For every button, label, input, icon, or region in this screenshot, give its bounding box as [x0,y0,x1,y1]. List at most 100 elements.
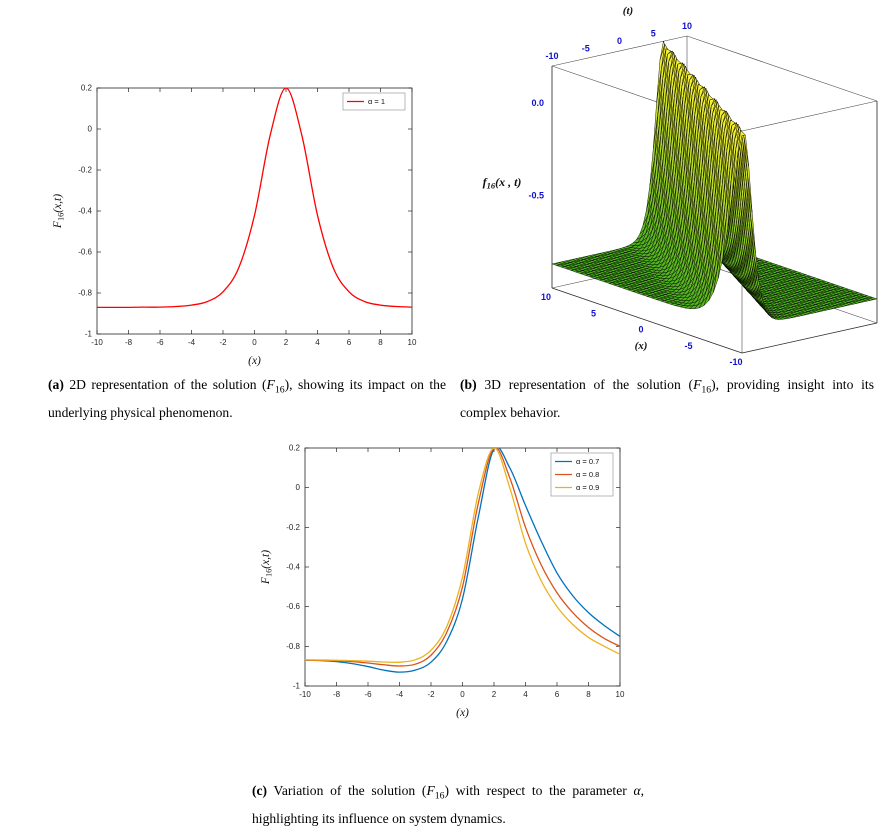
svg-text:(x): (x) [635,340,648,352]
x-axis-label: (x) [248,355,261,367]
caption-segment: 3D representation of the solution ( [476,377,694,392]
legend-entry-label: α = 1 [368,97,385,106]
svg-text:10: 10 [616,690,625,699]
x-axis-label: (x) [456,707,469,719]
caption-segment: 16 [701,384,712,396]
svg-text:5: 5 [651,29,656,39]
caption-segment: ), showing its impact on the underlying … [48,377,446,421]
svg-text:-0.8: -0.8 [78,289,92,298]
tick-labels: -10 -8 -6 -4 -2 0 2 4 6 8 10 0.2 0 -0.2 -0.4 -0.6 -0.8 -1 [286,444,625,700]
series-line-α = 1 [97,88,412,309]
svg-text:-0.6: -0.6 [78,248,92,257]
svg-text:0: 0 [296,483,301,492]
chart-c-svg: -10 -8 -6 -4 -2 0 2 4 6 8 100.20-0.2-0.4-0.6-0.8-1… [260,444,625,720]
caption-segment: (b) [460,377,477,392]
svg-text:-0.2: -0.2 [286,523,300,532]
svg-text:0.2: 0.2 [81,84,93,93]
legend: α = 1 [342,92,406,111]
svg-text:2: 2 [284,338,289,347]
svg-text:10: 10 [541,292,551,302]
caption-segment: α [633,783,641,798]
chart-b-svg: 10 5 0 -5 -10 -10 -5 0 5 10 0.0 -0.5 (t) (x) f16(x , t… [483,5,878,367]
caption-segment: Variation of the solution ( [267,783,427,798]
svg-text:(t): (t) [623,5,633,17]
svg-text:-0.4: -0.4 [286,563,300,572]
caption-segment: 2D representation of the solution ( [63,377,267,392]
caption-segment: (c) [252,783,268,798]
figure-caption-a: (a) 2D representation of the solution (F… [48,372,446,426]
caption-segment: (a) [48,377,64,392]
legend-entry-label: α = 0.9 [576,483,599,492]
svg-text:5: 5 [591,308,596,318]
legend-entry-label: α = 0.7 [576,457,599,466]
svg-text:-8: -8 [125,338,133,347]
svg-text:f16(x , t): f16(x , t) [483,175,522,191]
caption-segment: 16 [434,790,445,802]
axis-label: F16(x,t) [52,194,66,229]
3d-axis-labels: (t) (x) f16(x , t) [483,5,648,352]
svg-text:6: 6 [555,690,560,699]
svg-text:-10: -10 [729,357,742,367]
svg-text:10: 10 [682,21,692,31]
svg-text:-5: -5 [582,44,590,54]
tick-marks [96,87,413,335]
svg-text:-10: -10 [91,338,103,347]
axis-label: F16(x,t) [260,550,274,585]
surface-mesh [551,40,878,320]
caption-segment: , highlighting its influence on system d… [252,783,645,827]
caption-segment: F [426,783,435,798]
svg-text:0: 0 [617,36,622,46]
svg-text:0: 0 [252,338,257,347]
svg-text:-6: -6 [156,338,164,347]
caption-segment: ), providing insight into its complex be… [460,377,874,421]
figure-a-2d-plot: -10 -8 -6 -4 -2 0 2 4 6 8 10 0.2 0 -0.2 -0.4 -0.6 -0.8 -1… [40,68,430,380]
svg-text:-1: -1 [293,682,301,691]
svg-text:-4: -4 [396,690,404,699]
tick-labels: -10 -8 -6 -4 -2 0 2 4 6 8 10 0.2 0 -0.2 -0.4 -0.6 -0.8 -1 [78,84,417,348]
svg-text:-10: -10 [299,690,311,699]
caption-segment: 16 [274,384,285,396]
svg-text:-0.2: -0.2 [78,166,92,175]
svg-text:-4: -4 [188,338,196,347]
caption-segment: ) with respect to the parameter [444,783,634,798]
svg-text:4: 4 [315,338,320,347]
svg-text:-0.4: -0.4 [78,207,92,216]
svg-text:10: 10 [408,338,417,347]
series-line-α = 0.8 [305,448,620,667]
svg-text:0.0: 0.0 [531,98,544,108]
svg-text:8: 8 [378,338,383,347]
plot-frame [96,87,413,335]
svg-text:2: 2 [492,690,497,699]
svg-text:0: 0 [638,325,643,335]
legend: α = 0.7 α = 0.8 α = 0.9 [550,452,614,497]
svg-text:4: 4 [523,690,528,699]
figure-b-3d-surface-plot: 10 5 0 -5 -10 -10 -5 0 5 10 0.0 -0.5 (t) (x) f16(x , t… [450,0,882,372]
axes-box-front [551,66,878,354]
svg-text:-6: -6 [364,690,372,699]
svg-text:0.2: 0.2 [289,444,301,453]
svg-text:-2: -2 [219,338,227,347]
svg-text:-10: -10 [545,51,558,61]
chart-a-svg: -10 -8 -6 -4 -2 0 2 4 6 8 100.20-0.2-0.4-0.6-0.8-1… [52,84,417,368]
svg-text:-5: -5 [684,341,692,351]
series-line-α = 0.7 [305,448,620,673]
figure-c-alpha-variation-plot: -10 -8 -6 -4 -2 0 2 4 6 8 10 0.2 0 -0.2 -0.4 -0.6 -0.8 -1… [248,428,640,730]
svg-text:0: 0 [460,690,465,699]
svg-text:8: 8 [586,690,591,699]
figure-caption-b: (b) 3D representation of the solution (F… [460,372,874,426]
legend-entry-label: α = 0.8 [576,470,599,479]
3d-tick-labels: 10 5 0 -5 -10 -10 -5 0 5 10 0.0 -0.5 [528,21,742,367]
caption-segment: F [266,377,275,392]
svg-text:0: 0 [88,125,93,134]
series-line-α = 0.9 [305,448,620,663]
svg-text:-0.8: -0.8 [286,642,300,651]
svg-text:-0.6: -0.6 [286,602,300,611]
svg-text:-1: -1 [85,330,93,339]
caption-segment: F [693,377,702,392]
svg-text:-8: -8 [333,690,341,699]
figure-caption-c: (c) Variation of the solution (F16) with… [252,778,644,832]
svg-text:6: 6 [347,338,352,347]
svg-text:-2: -2 [427,690,435,699]
svg-text:-0.5: -0.5 [528,191,544,201]
